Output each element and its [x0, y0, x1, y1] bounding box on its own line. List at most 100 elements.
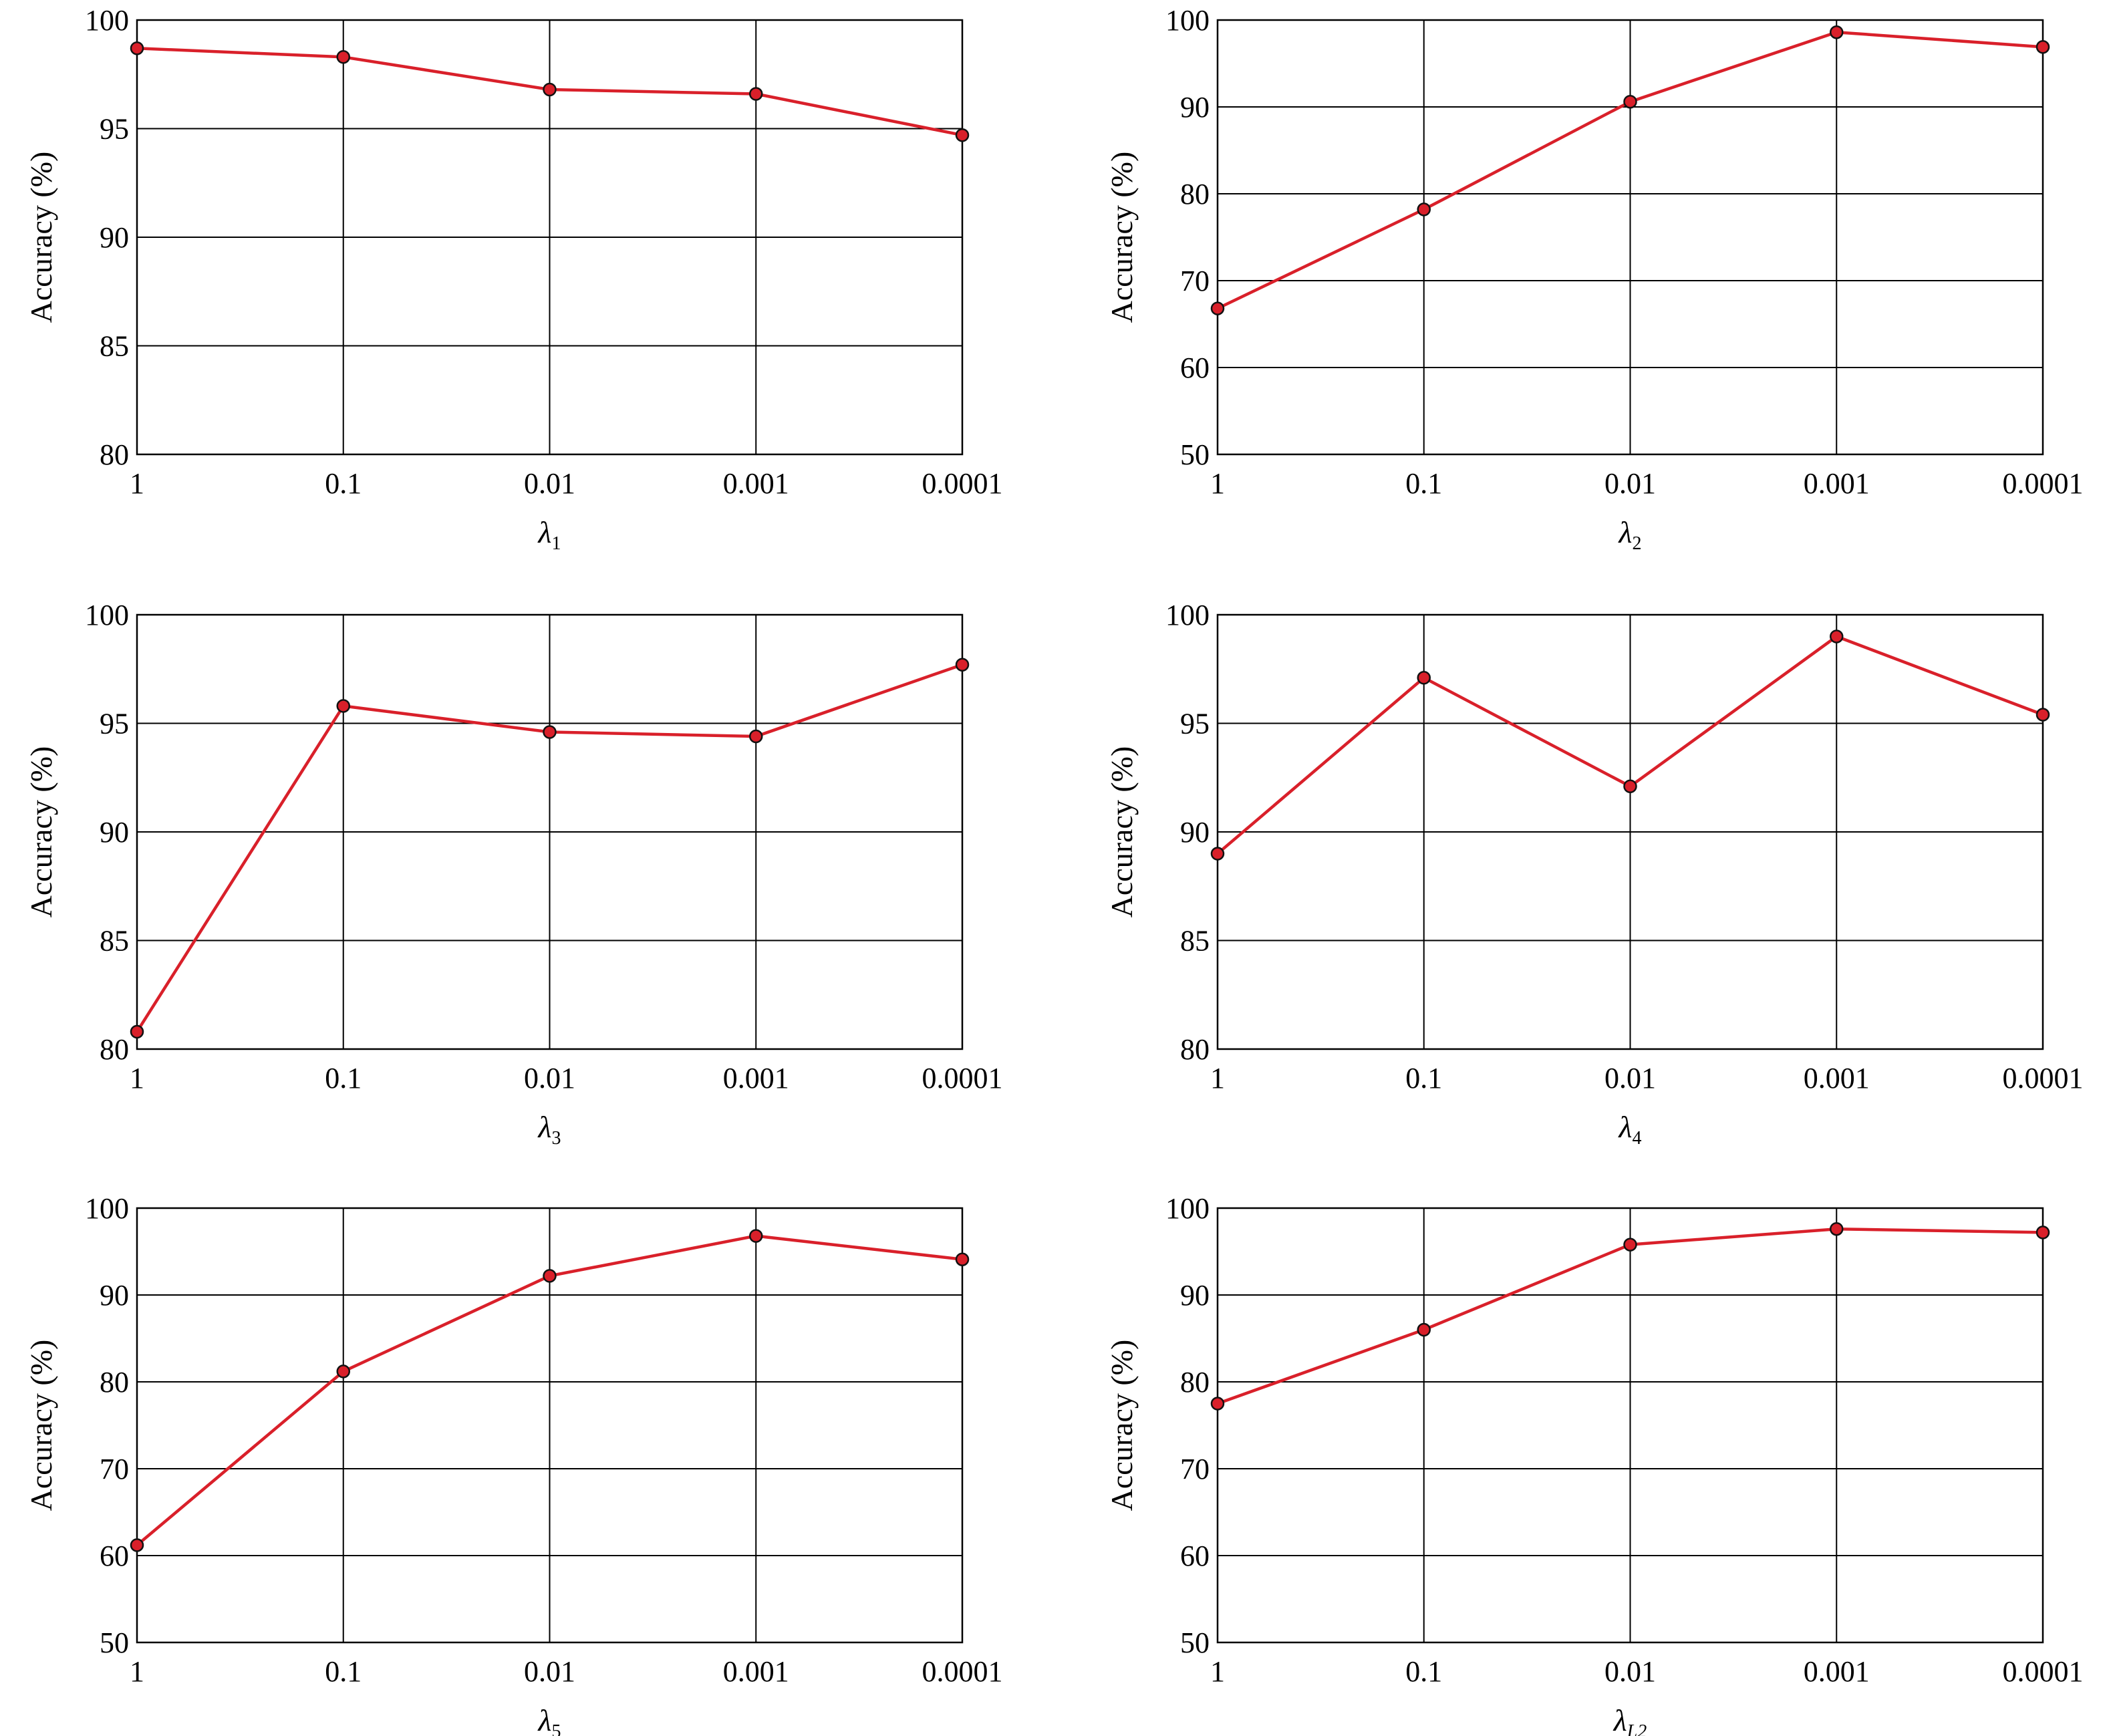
y-tick-label: 85	[1180, 925, 1210, 958]
x-axis-label: λ2	[1618, 515, 1642, 554]
panel-4: 80 85 90 95 100 1 0.1 0.01 0.001 0.0001 Accuracy (…	[1105, 599, 2084, 1149]
data-point	[1210, 301, 1225, 315]
y-tick-label: 90	[100, 816, 129, 849]
x-axis-label: λ1	[537, 515, 561, 554]
data-point	[1417, 1322, 1431, 1337]
data-point	[1417, 671, 1431, 685]
x-tick-label: 0.001	[1804, 1655, 1870, 1688]
x-axis-label-symbol: λ	[537, 515, 552, 549]
data-point	[130, 41, 144, 55]
y-tick-label: 100	[1165, 1192, 1210, 1225]
y-axis-label: Accuracy (%)	[24, 1340, 58, 1511]
y-tick-label: 60	[1180, 351, 1210, 384]
x-axis-label-subscript: 2	[1632, 533, 1641, 554]
plot-frame	[136, 613, 964, 1050]
y-tick-label: 80	[1180, 178, 1210, 210]
x-tick-label: 1	[130, 1655, 144, 1688]
x-tick-label: 0.1	[1405, 1062, 1442, 1095]
y-tick-label: 80	[1180, 1366, 1210, 1399]
x-tick-label: 0.01	[524, 1062, 575, 1095]
x-tick-label: 0.0001	[2003, 1655, 2084, 1688]
y-tick-label: 70	[1180, 1453, 1210, 1485]
y-axis-label: Accuracy (%)	[1105, 152, 1139, 323]
x-axis-label-subscript: 3	[551, 1128, 561, 1149]
x-tick-label: 0.1	[325, 467, 362, 500]
y-tick-label: 80	[1180, 1033, 1210, 1066]
data-point	[1623, 1238, 1637, 1252]
x-axis-label: λ4	[1618, 1110, 1642, 1149]
x-tick-label: 0.0001	[922, 1062, 1003, 1095]
data-point	[749, 729, 763, 744]
panel-6: 50 60 70 80 90 100 1 0.1 0.01 0.001 0.0001 Accuracy…	[1105, 1192, 2084, 1736]
y-tick-label: 70	[1180, 265, 1210, 297]
x-tick-label: 0.01	[524, 467, 575, 500]
x-tick-label: 0.001	[1804, 467, 1870, 500]
data-point	[955, 128, 970, 142]
data-point	[1830, 25, 1844, 39]
y-tick-label: 80	[100, 438, 129, 471]
data-point	[543, 725, 557, 739]
x-tick-label: 1	[1210, 1655, 1225, 1688]
x-tick-label: 1	[130, 467, 144, 500]
data-point	[1830, 629, 1844, 643]
y-tick-label: 90	[1180, 816, 1210, 849]
y-axis-label: Accuracy (%)	[1105, 746, 1139, 918]
x-tick-label: 0.01	[1604, 467, 1656, 500]
panel-1: 80 85 90 95 100 1 0.1 0.01 0.001 0.0001 Accuracy (…	[24, 4, 1003, 554]
y-tick-label: 90	[100, 1279, 129, 1312]
y-tick-label: 60	[1180, 1540, 1210, 1572]
y-tick-label: 80	[100, 1366, 129, 1399]
x-axis-label: λ5	[537, 1703, 561, 1736]
y-tick-label: 95	[1180, 708, 1210, 740]
data-point	[130, 1538, 144, 1552]
x-axis-label-subscript: 5	[551, 1721, 561, 1736]
x-axis-label-symbol: λ	[1618, 1110, 1633, 1144]
data-point	[1830, 1221, 1844, 1236]
data-point	[2036, 40, 2050, 54]
plot-frame	[1216, 1207, 2044, 1644]
data-point	[749, 87, 763, 101]
x-tick-label: 0.001	[723, 1062, 789, 1095]
y-tick-label: 80	[100, 1033, 129, 1066]
x-tick-label: 0.001	[723, 467, 789, 500]
x-tick-label: 0.1	[325, 1062, 362, 1095]
plot-frame	[136, 1207, 964, 1644]
x-axis-label-symbol: λ	[1618, 515, 1633, 549]
x-tick-label: 1	[130, 1062, 144, 1095]
data-point	[1417, 202, 1431, 216]
x-tick-label: 0.1	[1405, 467, 1442, 500]
data-point	[749, 1229, 763, 1243]
data-point	[2036, 708, 2050, 722]
data-point	[1210, 1397, 1225, 1411]
y-tick-label: 100	[85, 599, 129, 631]
data-point	[336, 1364, 350, 1379]
x-tick-label: 1	[1210, 1062, 1225, 1095]
y-tick-label: 50	[1180, 438, 1210, 471]
x-tick-label: 0.1	[1405, 1655, 1442, 1688]
y-tick-label: 100	[85, 4, 129, 37]
x-tick-label: 0.1	[325, 1655, 362, 1688]
y-tick-label: 90	[100, 221, 129, 254]
x-axis-label-symbol: λ	[537, 1110, 552, 1144]
x-tick-label: 0.001	[723, 1655, 789, 1688]
x-tick-label: 0.0001	[922, 467, 1003, 500]
data-point	[955, 658, 970, 672]
data-point	[1623, 779, 1637, 793]
x-tick-label: 0.01	[524, 1655, 575, 1688]
x-tick-label: 0.0001	[2003, 467, 2084, 500]
y-tick-label: 100	[1165, 599, 1210, 631]
y-tick-label: 60	[100, 1540, 129, 1572]
y-axis-label: Accuracy (%)	[24, 746, 58, 918]
x-tick-label: 0.0001	[2003, 1062, 2084, 1095]
x-axis-label-symbol: λ	[537, 1703, 552, 1736]
y-tick-label: 70	[100, 1453, 129, 1485]
y-tick-label: 100	[85, 1192, 129, 1225]
x-tick-label: 1	[1210, 467, 1225, 500]
x-axis-label-subscript: 1	[551, 533, 561, 554]
data-point	[336, 50, 350, 64]
y-axis-label: Accuracy (%)	[1105, 1340, 1139, 1511]
x-tick-label: 0.001	[1804, 1062, 1870, 1095]
x-tick-label: 0.01	[1604, 1655, 1656, 1688]
y-tick-label: 100	[1165, 4, 1210, 37]
